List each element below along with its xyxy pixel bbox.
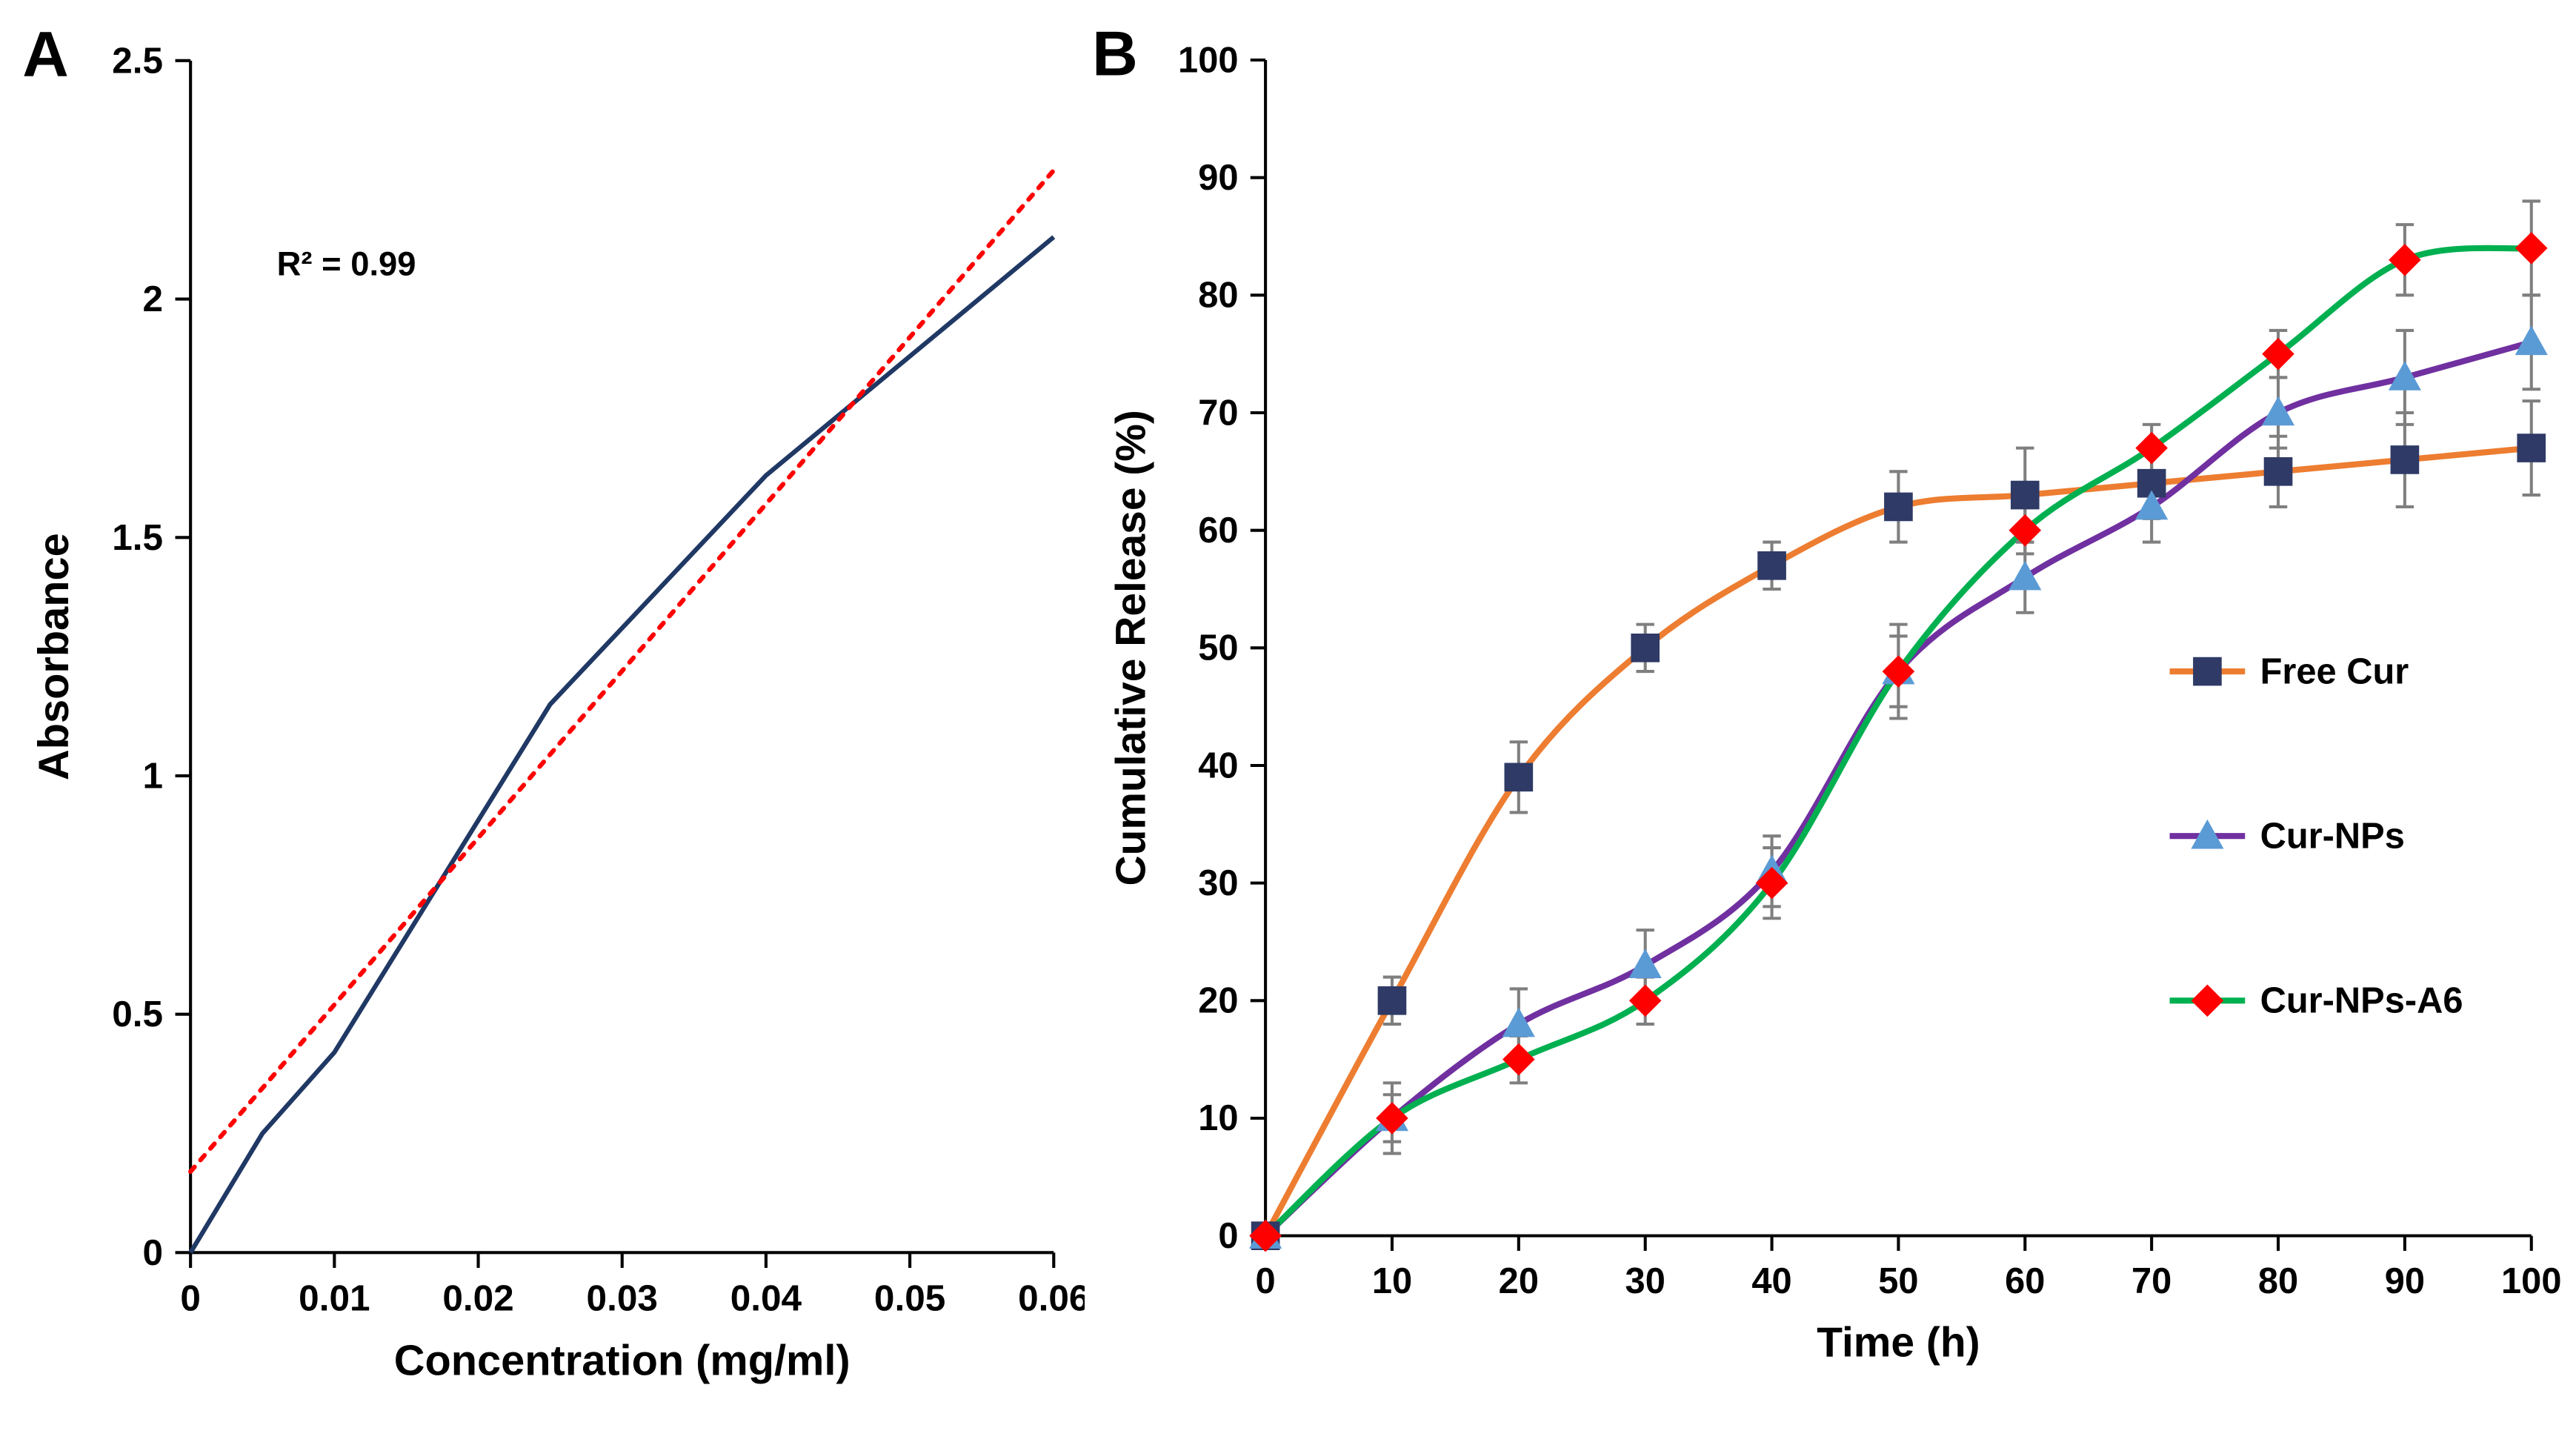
y-tick-label: 100: [1178, 40, 1238, 80]
series-data-line: [190, 237, 1054, 1252]
y-tick-label: 1: [143, 755, 164, 796]
figure: A 0 0.01 0.02 0.03 0.04 0.05 0.06 0 0.5 1 1.5 2 2.5 R²…: [0, 0, 2576, 1428]
x-tick-label: 10: [1371, 1261, 1411, 1301]
x-tick-label: 0: [1255, 1261, 1275, 1301]
marker-Cur-NPs: [2516, 327, 2546, 354]
x-tick-label: 0.02: [442, 1278, 513, 1319]
x-tick-label: 100: [2501, 1261, 2561, 1301]
panel-b: B 0 10 20 30 40 50 60 70 80 90 100 0 10 20 30 40 50 60 70 80…: [1085, 15, 2561, 1421]
x-tick-label: 30: [1625, 1261, 1665, 1301]
y-tick-label: 0.5: [112, 994, 163, 1034]
marker-Cur-NPs: [1630, 950, 1660, 977]
y-tick-label: 90: [1198, 158, 1238, 198]
marker-Cur-NPs: [1503, 1009, 1534, 1037]
x-tick-label: 0: [180, 1278, 201, 1319]
marker-Cur-NPs-A6: [2516, 233, 2546, 264]
y-tick-label: 50: [1198, 628, 1238, 668]
x-axis-title: Time (h): [1817, 1318, 1980, 1366]
x-tick-label: 0.05: [874, 1278, 945, 1319]
y-tick-label: 0: [143, 1232, 164, 1273]
marker-Free Cur: [1378, 987, 1405, 1014]
marker-Cur-NPs-A6: [2389, 245, 2420, 275]
y-tick-label: 2: [143, 279, 164, 319]
panel-a-label: A: [22, 19, 69, 90]
y-tick-label: 20: [1198, 981, 1238, 1021]
y-tick-label: 10: [1198, 1098, 1238, 1138]
legend-label: Cur-NPs: [2260, 816, 2404, 856]
chart-b-svg: B 0 10 20 30 40 50 60 70 80 90 100 0 10 20 30 40 50 60 70 80…: [1085, 15, 2561, 1401]
legend-marker: [2192, 986, 2223, 1016]
y-tick-label: 60: [1198, 511, 1238, 551]
panel-b-label: B: [1092, 19, 1138, 89]
legend-label: Cur-NPs-A6: [2260, 981, 2463, 1021]
series-line-Cur-NPs-A6: [1265, 248, 2532, 1236]
marker-Cur-NPs: [2263, 398, 2293, 425]
y-axis-title: Absorbance: [30, 533, 78, 780]
marker-Free Cur: [2517, 434, 2545, 462]
x-tick-label: 80: [2257, 1261, 2297, 1301]
marker-Free Cur: [1885, 494, 1912, 521]
series-fit-line: [190, 170, 1054, 1172]
x-tick-label: 90: [2384, 1261, 2424, 1301]
y-tick-label: 70: [1198, 393, 1238, 433]
x-tick-label: 0.01: [299, 1278, 370, 1319]
y-tick-label: 80: [1198, 276, 1238, 316]
r-squared-annotation: R² = 0.99: [277, 245, 416, 282]
y-tick-label: 40: [1198, 745, 1238, 785]
x-tick-label: 0.03: [587, 1278, 658, 1319]
panel-a: A 0 0.01 0.02 0.03 0.04 0.05 0.06 0 0.5 1 1.5 2 2.5 R²…: [15, 15, 1085, 1421]
marker-Free Cur: [1631, 634, 1659, 662]
y-tick-label: 30: [1198, 863, 1238, 903]
x-tick-label: 40: [1751, 1261, 1791, 1301]
x-tick-label: 0.04: [730, 1278, 802, 1319]
y-tick-label: 0: [1218, 1216, 1238, 1256]
legend-label: Free Cur: [2260, 651, 2409, 691]
x-tick-label: 70: [2131, 1261, 2171, 1301]
marker-Free Cur: [1505, 764, 1532, 791]
x-tick-label: 60: [2005, 1261, 2045, 1301]
x-tick-label: 50: [1878, 1261, 1918, 1301]
marker-Free Cur: [2011, 482, 2039, 509]
x-tick-label: 0.06: [1018, 1278, 1084, 1319]
chart-a-svg: A 0 0.01 0.02 0.03 0.04 0.05 0.06 0 0.5 1 1.5 2 2.5 R²…: [15, 15, 1085, 1421]
marker-Cur-NPs: [2009, 562, 2040, 590]
marker-Free Cur: [2391, 446, 2418, 474]
marker-Free Cur: [1758, 552, 1785, 579]
x-axis-title: Concentration (mg/ml): [394, 1337, 851, 1384]
x-tick-label: 20: [1498, 1261, 1538, 1301]
marker-Cur-NPs-A6: [1503, 1044, 1534, 1074]
y-axis-title: Cumulative Release (%): [1107, 410, 1154, 886]
y-tick-label: 2.5: [112, 40, 163, 81]
legend-marker: [2194, 658, 2221, 685]
marker-Free Cur: [2264, 458, 2292, 485]
y-tick-label: 1.5: [112, 517, 163, 558]
